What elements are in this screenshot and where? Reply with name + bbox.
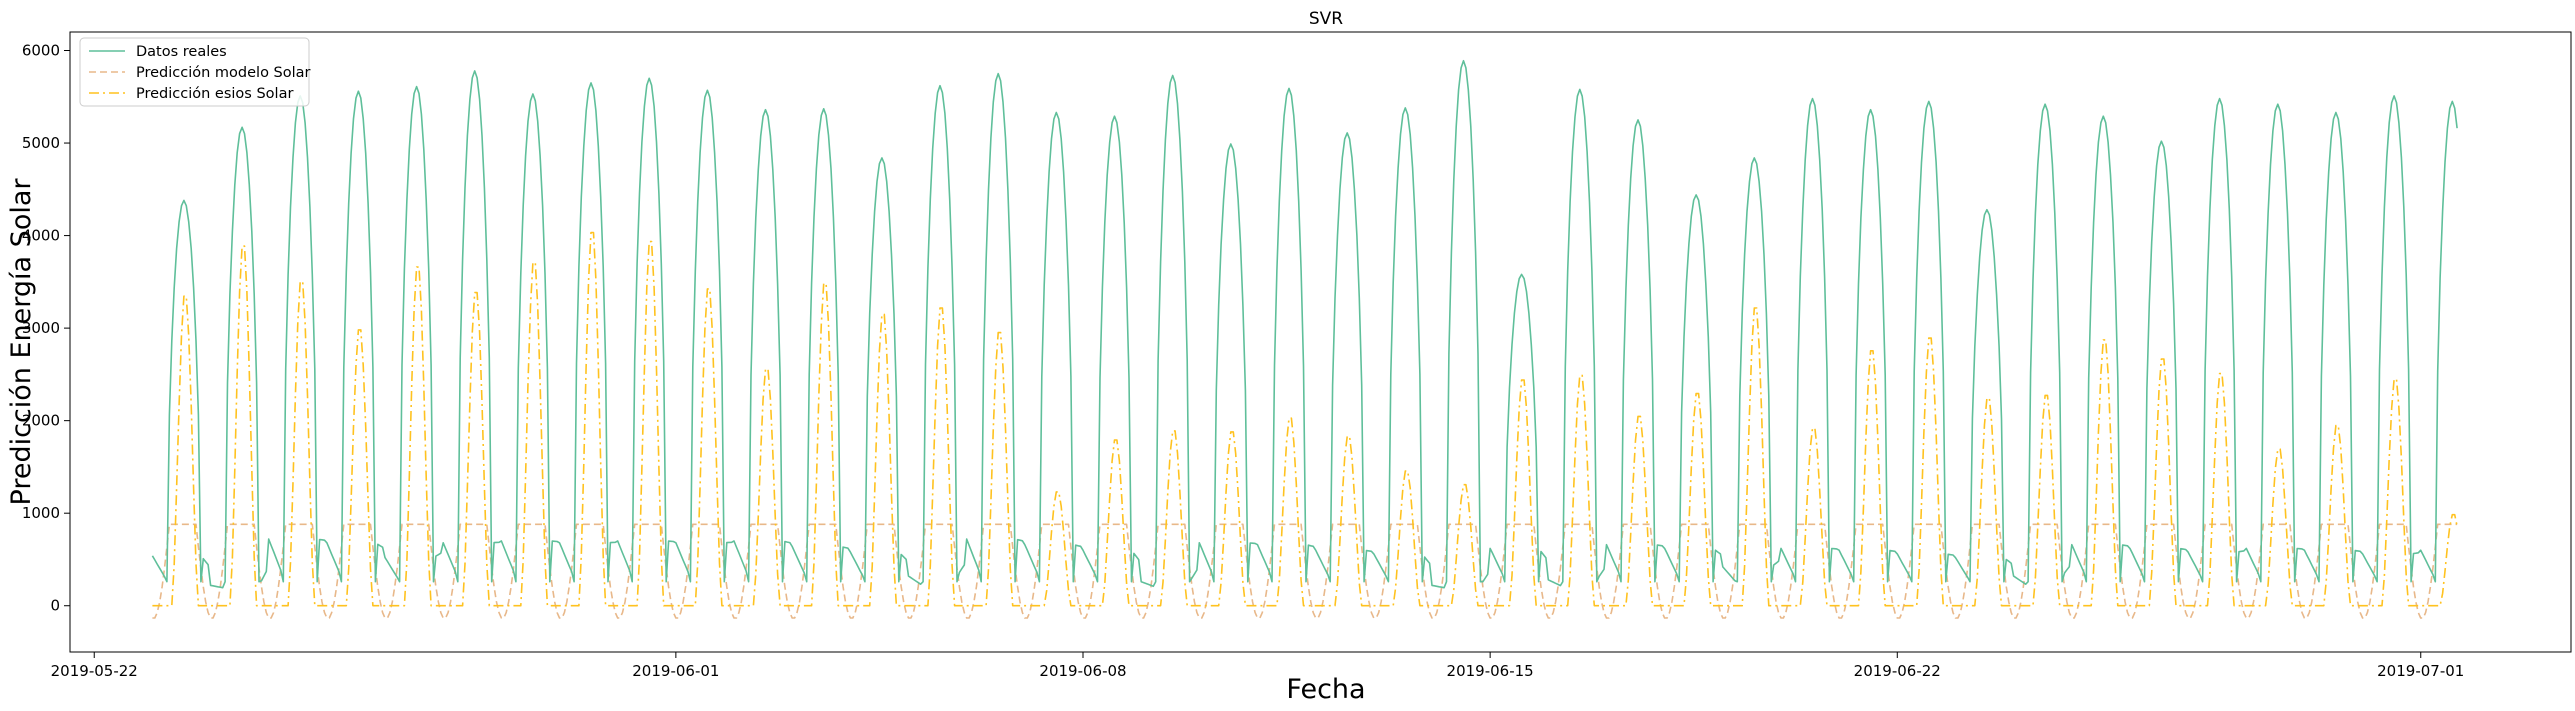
series-line-prediccion-modelo xyxy=(152,523,2458,619)
x-tick-label: 2019-05-22 xyxy=(51,662,138,680)
legend-label-prediccion-modelo: Predicción modelo Solar xyxy=(136,65,311,81)
x-axis: 2019-05-22 2019-06-01 2019-06-08 2019-06-15… xyxy=(51,652,2464,680)
y-axis: 0 1000 2000 3000 4000 5000 6000 xyxy=(22,42,70,615)
legend-label-prediccion-esios: Predicción esios Solar xyxy=(136,86,293,102)
y-tick-label: 6000 xyxy=(22,42,60,60)
y-tick-label: 0 xyxy=(50,597,60,615)
legend-box xyxy=(79,37,310,107)
chart-title: SVR xyxy=(1309,9,1343,29)
series-line-datos-reales xyxy=(151,59,2458,589)
x-axis-title: Fecha xyxy=(1286,674,1365,705)
y-tick-label: 5000 xyxy=(22,134,60,152)
y-axis-title: Predicción Energía Solar xyxy=(6,178,37,506)
y-tick-label: 3000 xyxy=(22,319,60,337)
plot-frame xyxy=(69,31,2572,653)
x-tick-label: 2019-07-01 xyxy=(2377,662,2464,680)
x-tick-label: 2019-06-15 xyxy=(1447,662,1534,680)
series-line-prediccion-esios xyxy=(152,231,2458,607)
y-tick-label: 4000 xyxy=(22,227,60,245)
legend: Datos reales Predicción modelo Solar Pre… xyxy=(79,37,311,107)
y-tick-label: 2000 xyxy=(22,412,60,430)
x-tick-label: 2019-06-08 xyxy=(1039,662,1126,680)
y-tick-label: 1000 xyxy=(22,504,60,522)
x-tick-label: 2019-06-22 xyxy=(1854,662,1941,680)
series-layer xyxy=(151,59,2458,619)
legend-label-datos-reales: Datos reales xyxy=(136,44,227,60)
x-tick-label: 2019-06-01 xyxy=(632,662,719,680)
